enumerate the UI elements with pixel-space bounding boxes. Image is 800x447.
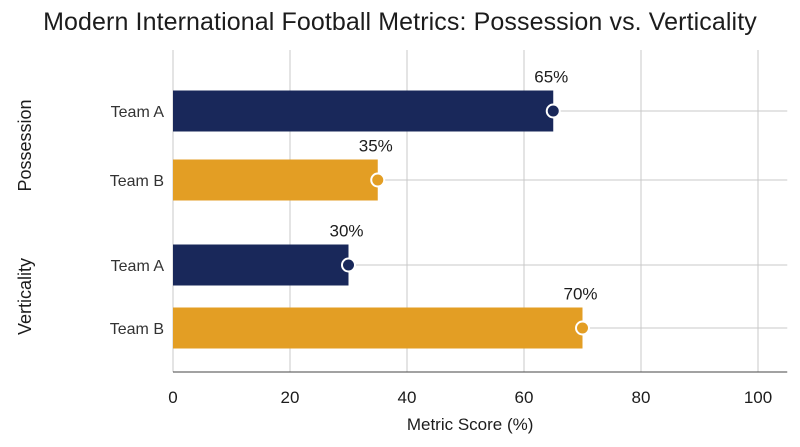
x-tick-label: 100 xyxy=(744,388,772,407)
x-tick-label: 60 xyxy=(515,388,534,407)
bar xyxy=(173,159,378,201)
data-label: 35% xyxy=(359,137,393,156)
data-label: 30% xyxy=(329,222,363,241)
y-tick-label: Team B xyxy=(110,321,164,338)
x-tick-label: 80 xyxy=(632,388,651,407)
x-tick-label: 40 xyxy=(398,388,417,407)
group-label: Possession xyxy=(15,99,35,191)
y-tick-label: Team A xyxy=(111,258,165,275)
bar xyxy=(173,307,583,349)
bar-end-marker xyxy=(370,172,386,188)
bar-end-marker xyxy=(545,103,561,119)
data-label: 65% xyxy=(534,68,568,87)
chart-title: Modern International Football Metrics: P… xyxy=(43,8,757,36)
y-tick-label: Team B xyxy=(110,173,164,190)
x-tick-label: 20 xyxy=(281,388,300,407)
y-tick-label: Team A xyxy=(111,104,165,121)
bar xyxy=(173,90,554,132)
group-label: Verticality xyxy=(15,258,35,335)
bar-end-marker xyxy=(575,320,590,336)
bar-end-marker xyxy=(341,257,356,273)
bar xyxy=(173,244,349,286)
x-tick-label: 0 xyxy=(168,388,177,407)
data-label: 70% xyxy=(563,285,597,304)
x-axis-title: Metric Score (%) xyxy=(407,415,534,434)
